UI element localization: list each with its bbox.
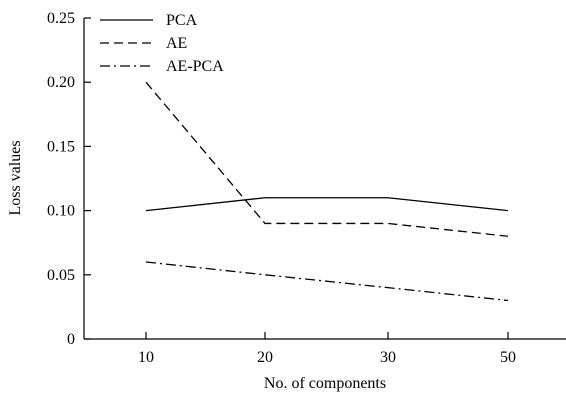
x-tick-label: 20	[257, 349, 273, 366]
y-axis-label: Loss values	[7, 140, 24, 215]
legend-label: PCA	[166, 12, 198, 29]
x-axis-label: No. of components	[264, 375, 386, 392]
y-tick-label: 0	[67, 331, 75, 348]
legend-label: AE	[166, 35, 187, 52]
y-tick-label: 0.20	[47, 74, 75, 91]
series-lines	[145, 81, 509, 302]
y-tick-label: 0.05	[47, 267, 75, 284]
legend: PCA AE AE-PCA	[100, 12, 224, 75]
series-line-ae	[145, 81, 509, 237]
x-tick-label: 30	[380, 349, 396, 366]
y-ticks: 0 0.05 0.10 0.15 0.20 0.25	[47, 10, 91, 348]
series-line-ae-pca	[145, 261, 509, 302]
y-tick-label: 0.25	[47, 10, 75, 27]
axes	[83, 18, 566, 340]
legend-label: AE-PCA	[166, 58, 224, 75]
x-ticks: 10 20 30 50	[138, 332, 516, 366]
y-tick-label: 0.15	[47, 138, 75, 155]
y-tick-label: 0.10	[47, 203, 75, 220]
series-line-pca	[145, 197, 509, 212]
x-tick-label: 10	[138, 349, 154, 366]
x-tick-label: 50	[500, 349, 516, 366]
